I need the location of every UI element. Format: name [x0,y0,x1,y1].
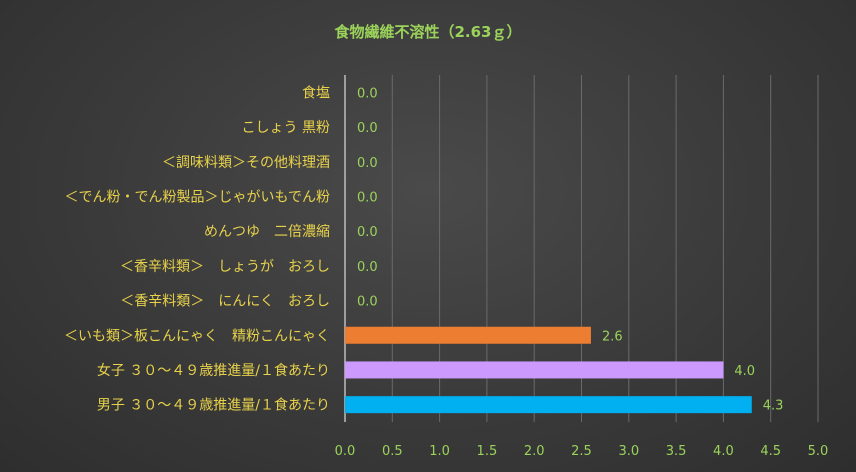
bar [345,396,752,414]
category-label: 女子 ３０～４９歳推進量/１食あたり [97,362,330,379]
x-tick-label: 0.0 [335,444,356,459]
value-label: 4.0 [734,364,755,379]
x-tick-label: 2.0 [524,444,545,459]
x-tick-label: 4.5 [760,444,781,459]
category-label: ＜いも類＞板こんにゃく 精粉こんにゃく [64,328,330,344]
value-label: 4.3 [763,399,784,414]
category-label: ＜調味料類＞その他料理酒 [162,155,330,171]
value-label: 0.0 [357,86,378,101]
x-tick-label: 3.5 [666,444,687,459]
category-label: ＜香辛料類＞ しょうが おろし [120,259,330,275]
x-tick-label: 1.0 [429,444,450,459]
chart-title: 食物繊維不溶性（2.63ｇ） [334,23,521,42]
value-label: 0.0 [357,190,378,205]
bar [345,361,724,379]
category-label: めんつゆ 二倍濃縮 [204,224,330,240]
value-labels: 0.0 0.0 0.0 0.0 0.0 0.0 0.0 2.6 4.0 4.3 [357,86,783,413]
category-label: 食塩 [302,84,330,101]
value-label: 0.0 [357,295,378,310]
x-tick-labels: 0.0 0.5 1.0 1.5 2.0 2.5 3.0 3.5 4.0 4.5 5.0 [335,444,829,459]
grid-lines [344,75,819,422]
x-tick-label: 3.0 [618,444,639,459]
value-label: 0.0 [357,225,378,240]
value-label: 0.0 [357,121,378,136]
bars [345,326,752,414]
category-label: 男子 ３０～４９歳推進量/１食あたり [97,397,330,414]
bar [345,326,591,344]
value-label: 0.0 [357,260,378,275]
value-label: 0.0 [357,156,378,171]
category-label: こしょう 黒粉 [242,120,330,136]
x-tick-label: 1.5 [477,444,498,459]
category-label: ＜香辛料類＞ にんにく おろし [120,294,330,310]
category-label: ＜でん粉・でん粉製品＞じゃがいもでん粉 [65,189,330,205]
x-tick-label: 2.5 [571,444,592,459]
x-tick-label: 0.5 [382,444,403,459]
value-label: 2.6 [602,329,623,344]
x-tick-label: 5.0 [808,444,829,459]
x-tick-label: 4.0 [713,444,734,459]
